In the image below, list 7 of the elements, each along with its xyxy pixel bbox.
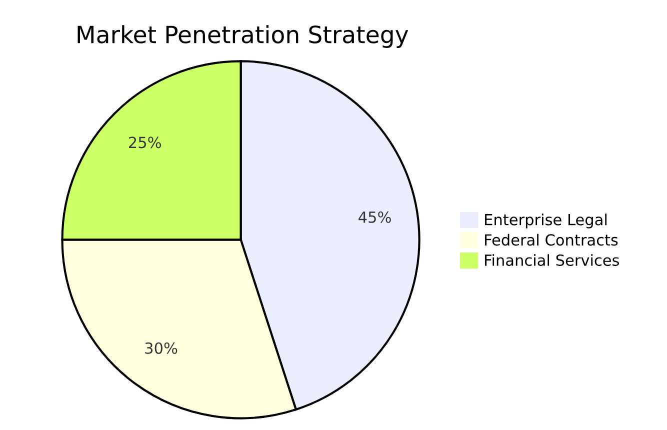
data-label: 25% [128, 136, 161, 148]
legend-label: Financial Services [485, 254, 619, 266]
legend-label: Enterprise Legal [485, 214, 607, 228]
data-label: 45% [358, 211, 391, 223]
chart-title: Market Penetration Strategy [78, 25, 408, 48]
legend-label: Federal Contracts [485, 234, 618, 246]
data-label: 30% [145, 342, 178, 354]
